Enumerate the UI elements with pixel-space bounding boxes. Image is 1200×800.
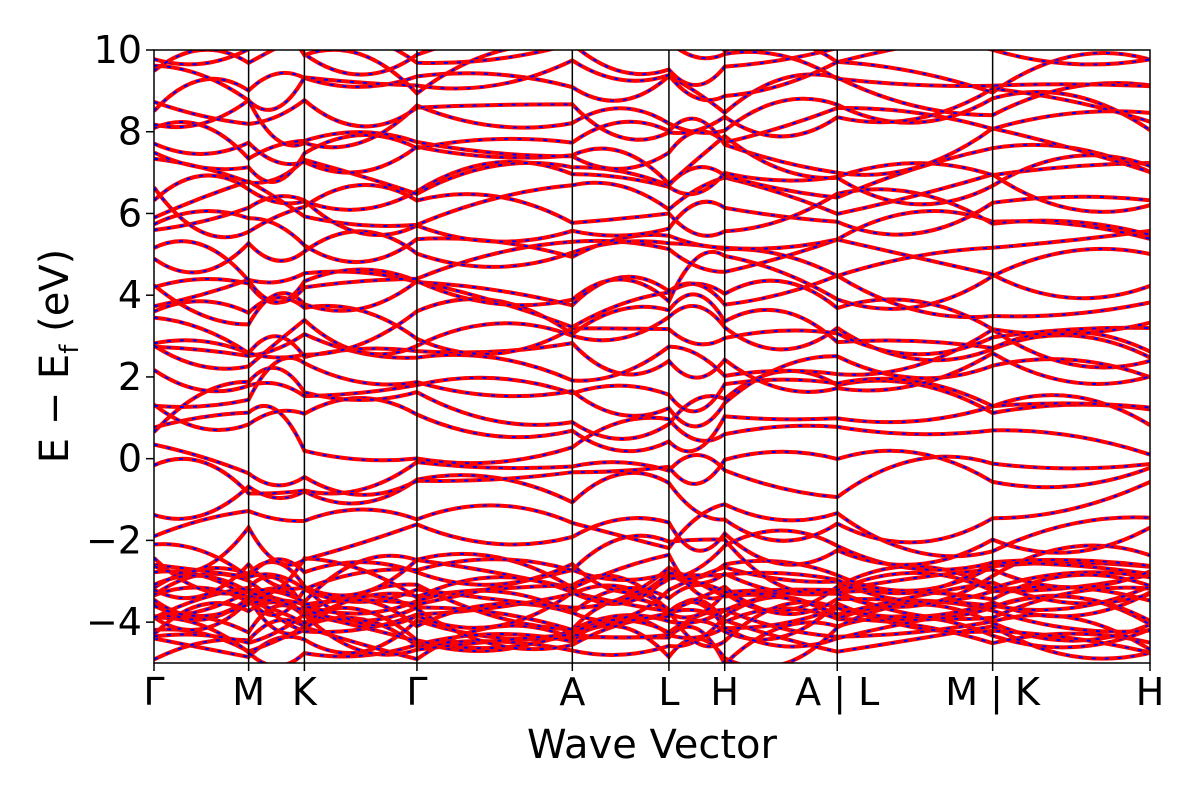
band-line-blue <box>299 50 895 76</box>
band-line-blue <box>154 454 1150 499</box>
band-line-blue <box>154 134 1150 206</box>
y-tick-label: −4 <box>86 600 142 644</box>
y-tick-label: 4 <box>118 273 142 317</box>
y-tick-label: 2 <box>118 355 142 399</box>
x-tick-label: A | L <box>795 670 879 715</box>
band-line-blue <box>154 583 1150 635</box>
x-tick-label: M <box>232 670 265 714</box>
y-tick-label: 10 <box>94 28 142 72</box>
band-line-blue <box>154 117 1150 183</box>
band-line-red <box>154 50 1150 97</box>
band-line-blue <box>154 160 1150 211</box>
band-line-red <box>154 208 1150 264</box>
band-line-red <box>154 365 1150 441</box>
band-line-red <box>154 533 1150 596</box>
band-line-red <box>154 183 1150 240</box>
band-line-blue <box>154 443 1150 496</box>
y-tick-label: 6 <box>118 191 142 235</box>
band-line-red <box>154 470 1150 545</box>
band-line-blue <box>154 503 1150 558</box>
x-tick-label: K <box>292 670 318 714</box>
x-tick-label: Γ <box>406 670 427 714</box>
plot-frame <box>153 49 1151 664</box>
y-tick-label: 8 <box>118 110 142 154</box>
band-line-blue <box>154 544 1150 608</box>
band-line-blue <box>154 369 1150 413</box>
band-line-red <box>154 393 1150 454</box>
band-line-blue <box>154 293 1150 359</box>
y-tick-label: 0 <box>118 437 142 481</box>
band-line-blue <box>154 51 1150 111</box>
band-line-red <box>154 556 1150 604</box>
band-line-blue <box>154 304 1150 370</box>
band-line-blue <box>154 529 1150 594</box>
band-line-red <box>154 228 1150 279</box>
x-axis-title: Wave Vector <box>527 722 778 768</box>
x-tick-label: L <box>658 670 679 714</box>
x-tick-label: H <box>710 670 739 714</box>
band-line-blue <box>154 405 1150 465</box>
band-line-red <box>154 502 1150 559</box>
band-line-red <box>298 50 900 77</box>
kpath-lines <box>247 50 994 663</box>
x-tick-label: A <box>559 670 585 714</box>
band-line-red <box>154 334 1150 394</box>
band-line-blue <box>154 195 1150 243</box>
band-line-blue <box>154 184 1150 239</box>
band-line-blue <box>154 552 1150 605</box>
x-tick-label: Γ <box>143 670 164 714</box>
band-line-red <box>154 567 1150 618</box>
band-line-blue <box>154 87 1150 141</box>
y-tick-label: −2 <box>86 518 142 562</box>
band-line-blue <box>154 50 1150 95</box>
x-tick-label: M | K <box>945 670 1041 715</box>
y-axis: −4 −2 0 2 4 6 8 10 <box>86 28 154 644</box>
band-line-blue <box>154 566 1150 622</box>
band-line-blue <box>154 328 1150 382</box>
y-axis-title: E − Ef (eV) <box>32 249 85 464</box>
bands-group <box>154 50 1150 663</box>
band-line-blue <box>154 594 1150 656</box>
band-line-blue <box>154 90 1150 149</box>
band-line-blue <box>154 270 1150 319</box>
band-line-blue <box>154 394 1150 453</box>
band-line-red <box>154 70 1150 118</box>
x-tick-label: H <box>1136 670 1165 714</box>
band-line-red <box>154 50 1150 87</box>
band-line-blue <box>154 517 1150 574</box>
band-line-blue <box>154 296 1150 356</box>
band-line-red <box>154 278 1150 337</box>
